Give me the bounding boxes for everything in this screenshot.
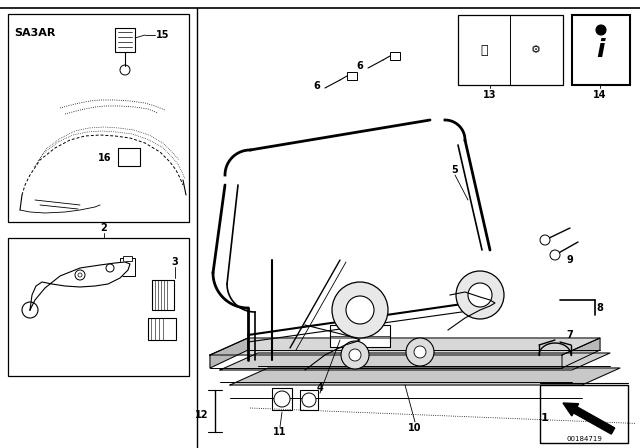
Text: 6: 6 <box>356 61 364 71</box>
Bar <box>148 318 176 340</box>
Bar <box>572 15 630 85</box>
Text: 3: 3 <box>172 257 179 267</box>
Polygon shape <box>220 353 610 370</box>
Circle shape <box>341 341 369 369</box>
Circle shape <box>75 270 85 280</box>
Bar <box>347 72 357 80</box>
Polygon shape <box>230 368 620 385</box>
Text: 15: 15 <box>156 30 170 40</box>
Circle shape <box>456 271 504 319</box>
Circle shape <box>274 391 290 407</box>
Circle shape <box>332 282 388 338</box>
Text: ✋: ✋ <box>480 43 488 56</box>
Bar <box>272 388 292 410</box>
Text: 2: 2 <box>100 223 108 233</box>
Text: 12: 12 <box>195 410 208 420</box>
Text: 10: 10 <box>408 423 422 433</box>
Bar <box>152 280 174 310</box>
Bar <box>8 238 189 376</box>
Bar <box>458 15 563 85</box>
Bar <box>540 385 628 443</box>
Text: 13: 13 <box>483 90 497 100</box>
Circle shape <box>540 235 550 245</box>
Text: 16: 16 <box>99 153 112 163</box>
Bar <box>300 390 318 410</box>
Text: 00184719: 00184719 <box>566 436 602 442</box>
Bar <box>120 258 135 276</box>
Text: 4: 4 <box>317 383 323 393</box>
Circle shape <box>349 349 361 361</box>
Bar <box>115 28 135 52</box>
Circle shape <box>78 273 82 277</box>
Bar <box>8 14 189 222</box>
Text: ⚙: ⚙ <box>531 45 541 55</box>
Polygon shape <box>562 338 600 368</box>
Circle shape <box>550 250 560 260</box>
Text: SA3AR: SA3AR <box>14 28 56 38</box>
Circle shape <box>346 296 374 324</box>
Circle shape <box>22 302 38 318</box>
Text: 1: 1 <box>541 413 549 423</box>
Circle shape <box>414 346 426 358</box>
Circle shape <box>106 264 114 272</box>
Polygon shape <box>210 338 248 368</box>
Circle shape <box>596 25 606 35</box>
Text: 9: 9 <box>566 255 573 265</box>
Text: 6: 6 <box>314 81 321 91</box>
Text: 14: 14 <box>593 90 607 100</box>
Circle shape <box>406 338 434 366</box>
Text: 5: 5 <box>452 165 458 175</box>
Bar <box>330 325 390 347</box>
Text: 8: 8 <box>596 303 604 313</box>
Text: 11: 11 <box>273 427 287 437</box>
Text: i: i <box>596 38 605 62</box>
Circle shape <box>302 393 316 407</box>
Bar <box>390 52 400 60</box>
FancyArrow shape <box>563 403 614 434</box>
Polygon shape <box>210 338 600 355</box>
Bar <box>123 256 132 261</box>
Text: 7: 7 <box>566 330 573 340</box>
Circle shape <box>468 283 492 307</box>
Bar <box>118 148 140 166</box>
Polygon shape <box>30 262 130 310</box>
